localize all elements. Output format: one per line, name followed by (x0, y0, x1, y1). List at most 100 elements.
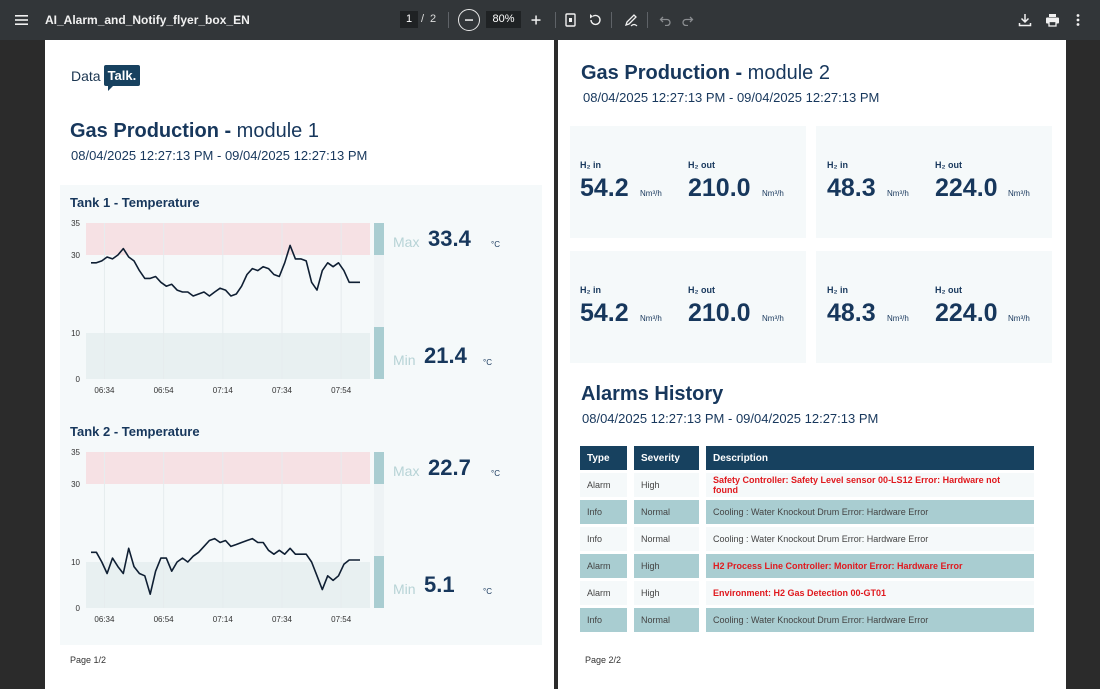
kebab-icon (1076, 14, 1080, 26)
column-header-type: Type (580, 446, 627, 470)
min-gauge-segment (374, 556, 384, 608)
unit-label: Nm³/h (640, 314, 662, 323)
toolbar-divider (611, 12, 612, 28)
unit-label: °C (483, 358, 492, 367)
page-title: Gas Production - module 2 (581, 62, 830, 85)
mid-gauge-segment (374, 255, 384, 327)
h2-in-label: H₂ in (580, 285, 601, 295)
type-cell: Alarm (580, 554, 627, 578)
h2-out-label: H₂ out (688, 285, 715, 295)
print-button[interactable] (1038, 6, 1066, 34)
redo-icon (682, 16, 694, 26)
zoom-in-button[interactable] (522, 6, 550, 34)
title-bold: Gas Production - (581, 62, 743, 84)
title-bold: Gas Production - (70, 120, 232, 142)
min-value: 5.1 (424, 572, 455, 597)
y-tick-label: 35 (71, 448, 80, 457)
minus-icon (465, 19, 473, 21)
page-footer: Page 2/2 (585, 655, 622, 665)
series-line (91, 244, 360, 297)
type-cell: Info (580, 500, 627, 524)
h2-out-label: H₂ out (935, 285, 962, 295)
pdf-viewer[interactable]: Data Talk. Gas Production - module 1 08/… (0, 40, 1100, 689)
min-value: 21.4 (424, 343, 468, 368)
description-cell: Environment: H2 Gas Detection 00-GT01 (706, 581, 1034, 605)
low-threshold-band (86, 562, 370, 608)
unit-label: Nm³/h (887, 189, 909, 198)
charts-panel: Tank 1 - Temperature 06:34 06:54 07:14 07:3… (60, 185, 542, 645)
column-header-severity: Severity (634, 446, 699, 470)
page-separator: / (421, 13, 425, 25)
table-header-row: Type Severity Description (580, 446, 1034, 470)
date-range: 08/04/2025 12:27:13 PM - 09/04/2025 12:2… (71, 148, 368, 163)
severity-cell: Normal (634, 527, 699, 551)
x-tick-label: 06:34 (94, 386, 115, 395)
severity-cell: High (634, 554, 699, 578)
logo-brand: Talk. (103, 65, 141, 91)
page-title: Gas Production - module 1 (70, 120, 319, 143)
pen-icon (624, 14, 638, 27)
fit-page-button[interactable] (557, 6, 585, 34)
h2-out-value: 210.0 (688, 299, 751, 327)
rotate-button[interactable] (581, 6, 609, 34)
mid-gauge-segment (374, 484, 384, 556)
table-row: Alarm High Safety Controller: Safety Lev… (580, 473, 1034, 497)
unit-label: Nm³/h (887, 314, 909, 323)
x-tick-label: 06:54 (154, 386, 175, 395)
h2-in-label: H₂ in (580, 160, 601, 170)
table-row: Alarm High H2 Process Line Controller: M… (580, 554, 1034, 578)
x-tick-label: 07:14 (213, 386, 234, 395)
h2-in-value: 48.3 (827, 174, 876, 202)
rotate-icon (590, 14, 601, 26)
undo-button[interactable] (651, 6, 679, 34)
y-tick-label: 30 (71, 480, 80, 489)
x-tick-label: 07:54 (331, 386, 352, 395)
description-cell: Cooling : Water Knockout Drum Error: Har… (706, 608, 1034, 632)
severity-cell: Normal (634, 608, 699, 632)
flow-card: H₂ in 54.2 Nm³/h H₂ out 210.0 Nm³/h (570, 126, 806, 238)
plus-icon (531, 15, 541, 25)
alarms-title-text: Alarms History (581, 383, 724, 405)
h2-in-label: H₂ in (827, 285, 848, 295)
page-number-input[interactable]: 1 (400, 11, 418, 28)
h2-out-value: 224.0 (935, 299, 998, 327)
more-options-button[interactable] (1064, 6, 1092, 34)
alarms-table: Type Severity Description Alarm High Saf… (573, 443, 1041, 635)
download-button[interactable] (1011, 6, 1039, 34)
pdf-page-1: Data Talk. Gas Production - module 1 08/… (45, 40, 554, 689)
h2-in-value: 54.2 (580, 299, 629, 327)
toolbar-divider (448, 12, 449, 28)
date-range: 08/04/2025 12:27:13 PM - 09/04/2025 12:2… (583, 90, 880, 105)
x-tick-label: 06:54 (154, 615, 175, 624)
max-value: 33.4 (428, 226, 472, 251)
x-tick-label: 06:34 (94, 615, 115, 624)
severity-cell: High (634, 581, 699, 605)
description-cell: Cooling : Water Knockout Drum Error: Har… (706, 527, 1034, 551)
undo-icon (659, 16, 671, 26)
page-footer: Page 1/2 (70, 655, 107, 665)
menu-icon[interactable] (8, 6, 36, 34)
type-cell: Alarm (580, 473, 627, 497)
unit-label: Nm³/h (1008, 189, 1030, 198)
zoom-level-input[interactable]: 80% (486, 11, 521, 28)
column-header-description: Description (706, 446, 1034, 470)
high-threshold-band (86, 223, 370, 255)
min-label: Min (393, 352, 416, 368)
series-line (91, 537, 360, 595)
unit-label: °C (491, 240, 500, 249)
zoom-out-button[interactable] (458, 9, 480, 31)
y-tick-label: 0 (76, 375, 81, 384)
datatalk-logo: Data Talk. (71, 65, 141, 91)
unit-label: °C (491, 469, 500, 478)
tank1-temperature-chart: 06:34 06:54 07:14 07:34 07:54 0 10 30 35 Max 33.4 °… (71, 219, 500, 395)
table-row: Info Normal Cooling : Water Knockout Dru… (580, 527, 1034, 551)
redo-button[interactable] (674, 6, 702, 34)
annotate-button[interactable] (617, 6, 645, 34)
chart-title: Tank 2 - Temperature (70, 424, 200, 439)
max-value: 22.7 (428, 455, 471, 480)
table-row: Info Normal Cooling : Water Knockout Dru… (580, 500, 1034, 524)
page-total: 2 (430, 13, 437, 25)
table-row: Alarm High Environment: H2 Gas Detection… (580, 581, 1034, 605)
toolbar-divider (555, 12, 556, 28)
h2-out-label: H₂ out (688, 160, 715, 170)
